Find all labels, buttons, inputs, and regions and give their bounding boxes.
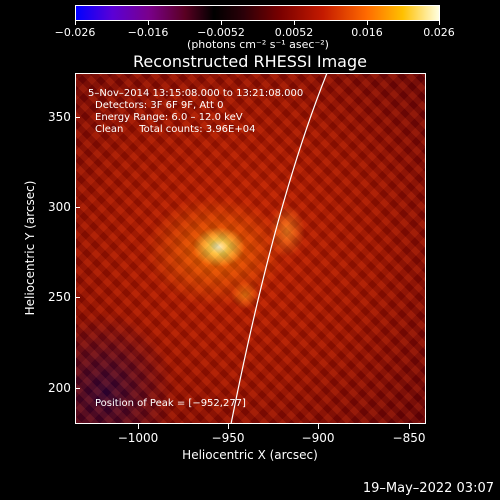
- x-tick-label: −850: [392, 431, 426, 445]
- x-tick: [228, 424, 229, 429]
- colorbar-tick: [221, 21, 222, 25]
- x-tick: [409, 424, 410, 429]
- colorbar-tick: [294, 21, 295, 25]
- y-tick-label: 300: [48, 200, 71, 214]
- rhessi-image: [75, 73, 426, 424]
- peak-position-annotation: Position of Peak = [−952,277]: [95, 398, 246, 409]
- y-tick-label: 200: [48, 381, 71, 395]
- y-tick: [75, 388, 80, 389]
- energy-range-annotation: Energy Range: 6.0 – 12.0 keV: [95, 112, 243, 123]
- colorbar-tick-label: 0.0052: [274, 26, 314, 39]
- y-tick: [75, 207, 80, 208]
- clean-counts-annotation: Clean Total counts: 3.96E+04: [95, 124, 256, 135]
- y-tick-label: 250: [48, 290, 71, 304]
- time-range-annotation: 5–Nov–2014 13:15:08.000 to 13:21:08.000: [88, 88, 304, 99]
- colorbar-tick: [148, 21, 149, 25]
- y-tick: [75, 297, 80, 298]
- x-tick-label: −1000: [117, 431, 159, 445]
- colorbar-tick: [75, 21, 76, 25]
- y-axis-label: Heliocentric Y (arcsec): [23, 180, 37, 316]
- colorbar-tick: [439, 21, 440, 25]
- colorbar-tick: [367, 21, 368, 25]
- colorbar: [75, 5, 440, 21]
- colorbar-tick-label: −0.0052: [197, 26, 245, 39]
- colorbar-tick-label: −0.016: [127, 26, 169, 39]
- colorbar-tick-label: 0.016: [351, 26, 383, 39]
- colorbar-units: (photons cm⁻² s⁻¹ asec⁻²): [187, 38, 329, 51]
- generation-timestamp: 19–May–2022 03:07: [362, 481, 494, 496]
- x-tick: [138, 424, 139, 429]
- image-title: Reconstructed RHESSI Image: [133, 52, 367, 71]
- plot-frame: [75, 73, 426, 424]
- detectors-annotation: Detectors: 3F 6F 9F, Att 0: [95, 100, 224, 111]
- x-tick-label: −900: [301, 431, 335, 445]
- x-tick: [318, 424, 319, 429]
- x-tick-label: −950: [211, 431, 245, 445]
- x-axis-label: Heliocentric X (arcsec): [182, 448, 318, 462]
- y-tick: [75, 117, 80, 118]
- y-tick-label: 350: [48, 110, 71, 124]
- colorbar-tick-label: −0.026: [54, 26, 96, 39]
- colorbar-tick-label: 0.026: [423, 26, 455, 39]
- solar-limb-line: [230, 73, 328, 424]
